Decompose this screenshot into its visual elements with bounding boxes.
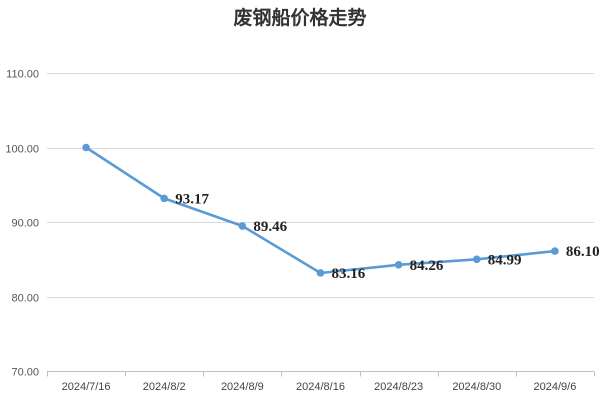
series-line	[84, 146, 557, 275]
x-tick-label: 2024/8/30	[452, 381, 501, 393]
y-tick-label: 70.00	[11, 367, 39, 379]
data-point	[238, 222, 247, 230]
data-label: 84.26	[410, 258, 444, 274]
data-label: 86.10	[566, 244, 600, 260]
data-label: 83.16	[332, 266, 366, 282]
data-point	[82, 143, 90, 152]
data-labels: 93.17 89.46 83.16 84.26 84.99 86.10	[175, 191, 599, 282]
series-layer	[82, 143, 559, 277]
y-tick-label: 80.00	[11, 293, 39, 305]
x-tick-label: 2024/8/23	[374, 381, 423, 393]
data-point	[551, 247, 559, 255]
data-point	[472, 255, 481, 264]
y-tick-label: 90.00	[11, 218, 39, 230]
x-tick-label: 2024/9/6	[534, 381, 577, 393]
x-tick-label: 2024/8/16	[296, 381, 345, 393]
gridlines	[47, 73, 594, 298]
data-point	[394, 260, 403, 269]
x-tick-label: 2024/7/16	[62, 381, 111, 393]
data-point	[160, 194, 169, 203]
y-tick-label: 100.00	[5, 144, 39, 156]
data-point	[316, 269, 325, 277]
x-tick-label: 2024/8/2	[143, 381, 186, 393]
axes: 70.00 80.00 90.00 100.00 110.00 2024/7/16 2024…	[5, 69, 595, 393]
chart-title: 废钢船价格走势	[233, 6, 366, 29]
y-tick-label: 110.00	[6, 69, 39, 81]
data-label: 89.46	[253, 219, 287, 235]
data-label: 84.99	[488, 252, 522, 268]
x-tick-label: 2024/8/9	[221, 381, 264, 393]
data-label: 93.17	[175, 191, 209, 207]
